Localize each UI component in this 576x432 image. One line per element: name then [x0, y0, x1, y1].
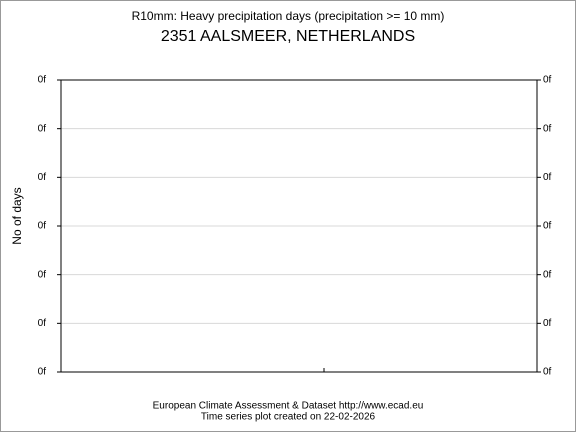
y-tick-label: 0f [38, 172, 47, 183]
footer-line: Time series plot created on 22-02-2026 [201, 412, 376, 423]
plot-area [60, 79, 538, 373]
footer-line: European Climate Assessment & Dataset ht… [153, 401, 424, 412]
chart-subtitle: 2351 AALSMEER, NETHERLANDS [161, 28, 415, 45]
y-tick-label: 0f [543, 318, 552, 329]
y-tick-label: 0f [543, 75, 552, 86]
y-tick-label: 0f [543, 123, 552, 134]
y-tick-label: 0f [38, 221, 47, 232]
y-axis-label: No of days [10, 187, 24, 244]
y-tick-label: 0f [38, 318, 47, 329]
y-tick-label: 0f [38, 269, 47, 280]
y-tick-label: 0f [543, 221, 552, 232]
y-tick-label: 0f [38, 367, 47, 378]
y-tick-label: 0f [543, 269, 552, 280]
chart-title: R10mm: Heavy precipitation days (precipi… [132, 9, 445, 23]
y-tick-label: 0f [543, 367, 552, 378]
y-tick-label: 0f [38, 75, 47, 86]
y-tick-label: 0f [38, 123, 47, 134]
y-tick-label: 0f [543, 172, 552, 183]
